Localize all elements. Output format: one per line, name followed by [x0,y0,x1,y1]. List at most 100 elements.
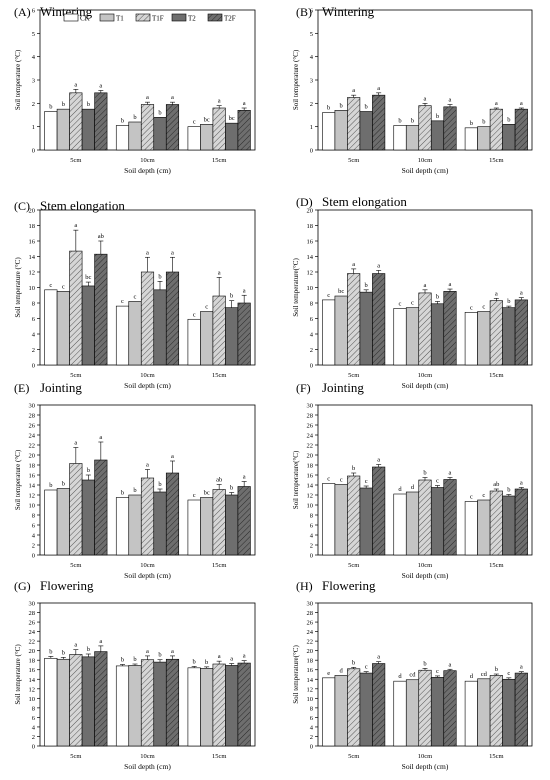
y-tick-label: 30 [29,601,36,608]
x-tick-label: 10cm [140,372,154,379]
significance-label: a [74,222,77,229]
bar [56,291,70,366]
bar [200,668,214,747]
y-tick-label: 10 [307,696,314,703]
significance-label: b [340,102,343,109]
legend-label: T2 [188,15,196,23]
significance-label: c [436,668,439,675]
bar [237,302,251,366]
y-tick-label: 10 [307,285,314,292]
x-tick-label: 5cm [348,372,359,379]
x-tick-label: 15cm [489,753,503,760]
y-axis-label: Soil temperature(°C) [292,258,300,317]
significance-label: b [365,104,368,111]
bar [489,675,503,747]
bar [56,658,70,747]
bar [81,479,95,556]
significance-label: b [133,114,136,121]
significance-label: b [133,656,136,663]
bar [153,491,167,556]
panel-title: Wintering [40,4,93,19]
x-tick-label: 15cm [212,753,226,760]
bar [489,490,503,556]
significance-label: a [230,656,233,663]
legend-label: CK [80,15,90,23]
y-tick-label: 26 [29,620,36,627]
significance-label: b [121,490,124,497]
y-tick-label: 2 [310,347,313,354]
bar [477,311,491,366]
bar [393,308,407,366]
y-tick-label: 4 [310,54,314,61]
significance-label: a [171,94,174,101]
x-tick-label: 5cm [70,753,81,760]
significance-label: a [218,653,221,660]
y-tick-label: 2 [310,543,313,550]
bar [165,472,180,556]
bar [165,104,180,151]
panel-letter: (E) [14,381,29,395]
bar [94,459,108,556]
significance-label: bc [204,116,210,123]
bar [128,301,142,366]
y-tick-label: 2 [32,347,35,354]
panel-letter: (G) [14,579,31,593]
bar [514,672,528,747]
bar [489,300,503,366]
significance-label: a [146,249,149,256]
legend-swatch [135,13,151,22]
x-axis-label: Soil depth (cm) [402,571,449,580]
bar [514,299,528,366]
significance-label: d [398,486,402,493]
bar [115,305,130,366]
significance-label: a [449,470,452,477]
significance-label: b [193,658,196,665]
significance-label: ab [98,233,104,240]
y-tick-label: 20 [307,453,314,460]
y-axis-label: Soil temperature(°C) [292,645,300,704]
significance-label: c [62,283,65,290]
y-tick-label: 26 [307,423,314,430]
chart-panel: (D) Stem elongation 0 2 4 6 8 10 12 14 16 18 20 Soil … [292,194,533,390]
y-tick-label: 28 [29,610,36,617]
y-tick-label: 0 [32,148,35,155]
chart-panel: (E) Jointing024681012141618202224262830So… [14,380,256,580]
significance-label: a [99,638,102,645]
bar [153,661,167,747]
bar [477,499,491,556]
bar [514,108,528,151]
legend-label: T1 [116,15,124,23]
x-tick-label: 15cm [212,157,226,164]
bar [443,291,457,366]
y-tick-label: 6 [310,316,314,323]
bar [334,675,348,747]
bar [44,657,58,747]
bar [212,489,226,556]
y-tick-label: 16 [29,473,36,480]
panel-title: Jointing [40,380,82,395]
y-tick-label: 3 [310,78,313,85]
x-tick-label: 15cm [489,562,503,569]
y-tick-label: 6 [32,316,36,323]
significance-label: c [365,664,368,671]
x-axis-label: Soil depth (cm) [402,381,449,390]
y-tick-label: 0 [32,363,35,370]
y-axis-label: Soil temperature (°C) [14,257,22,318]
significance-label: b [423,660,426,667]
bar [334,295,348,366]
bar [405,491,420,556]
bar [464,311,478,366]
y-tick-label: 1 [310,124,313,131]
significance-label: c [193,311,196,318]
significance-label: a [171,453,174,460]
significance-label: d [340,667,344,674]
significance-label: b [87,467,90,474]
significance-label: b [365,282,368,289]
y-tick-label: 26 [307,620,314,627]
y-tick-label: 14 [307,483,314,490]
legend-label: T2F [224,15,236,23]
significance-label: b [230,485,233,492]
bar [128,665,142,747]
bar [94,253,108,366]
significance-label: b [436,113,439,120]
